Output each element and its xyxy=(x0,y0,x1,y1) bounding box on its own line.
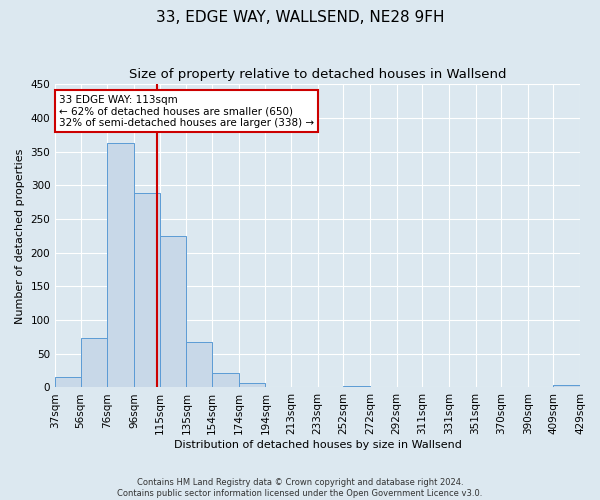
Bar xyxy=(343,386,370,388)
Bar xyxy=(553,386,580,388)
Text: Contains HM Land Registry data © Crown copyright and database right 2024.
Contai: Contains HM Land Registry data © Crown c… xyxy=(118,478,482,498)
Bar xyxy=(187,342,212,388)
Text: 33, EDGE WAY, WALLSEND, NE28 9FH: 33, EDGE WAY, WALLSEND, NE28 9FH xyxy=(156,10,444,25)
Bar xyxy=(212,372,239,388)
Title: Size of property relative to detached houses in Wallsend: Size of property relative to detached ho… xyxy=(129,68,506,80)
Bar xyxy=(134,193,160,388)
Bar xyxy=(80,338,107,388)
Bar xyxy=(107,143,134,388)
Bar xyxy=(160,236,187,388)
Text: 33 EDGE WAY: 113sqm
← 62% of detached houses are smaller (650)
32% of semi-detac: 33 EDGE WAY: 113sqm ← 62% of detached ho… xyxy=(59,94,314,128)
X-axis label: Distribution of detached houses by size in Wallsend: Distribution of detached houses by size … xyxy=(173,440,461,450)
Y-axis label: Number of detached properties: Number of detached properties xyxy=(15,148,25,324)
Bar xyxy=(55,378,80,388)
Bar xyxy=(239,382,265,388)
